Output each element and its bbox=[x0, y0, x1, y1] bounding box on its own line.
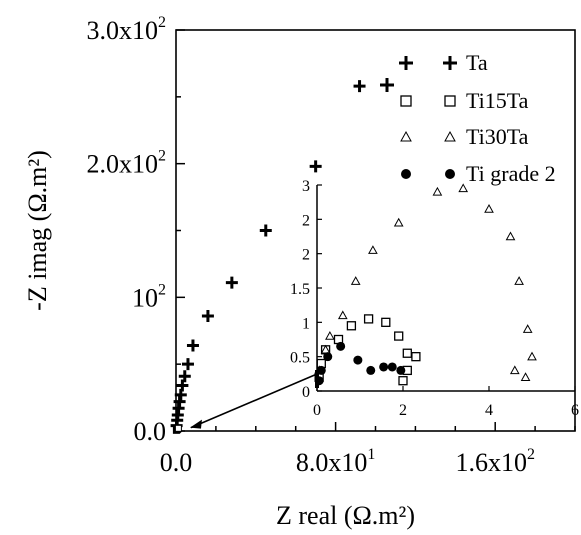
legend-label: Ta bbox=[466, 50, 488, 75]
ta-inset-point bbox=[315, 373, 319, 376]
ta-point bbox=[178, 370, 191, 383]
ta-inset-point bbox=[315, 379, 319, 382]
inset-y-tick-label: 0.5 bbox=[290, 350, 310, 367]
ti15ta-point bbox=[398, 376, 408, 386]
ti15ta-point bbox=[402, 348, 412, 358]
ti-grade-2-point bbox=[336, 341, 346, 351]
ti30ta-point bbox=[505, 231, 516, 241]
ti-grade-2-point bbox=[316, 365, 326, 375]
ta-point bbox=[259, 224, 272, 237]
ti-grade-2-point bbox=[353, 355, 363, 365]
inset-x-tick-label: 6 bbox=[571, 402, 579, 419]
ti30ta-point bbox=[350, 276, 361, 285]
inset-x-tick-label: 0 bbox=[313, 402, 321, 419]
ti15ta-point bbox=[363, 314, 374, 324]
ti-grade-2-point bbox=[366, 365, 376, 375]
x-axis-title: Z real (Ω.m²) bbox=[276, 501, 415, 530]
ti30ta-point bbox=[432, 186, 443, 196]
x-tick-label: 1.6x102 bbox=[455, 446, 535, 477]
legend-marker bbox=[443, 56, 457, 70]
legend: Ta Ti15Ta Ti30Ta Ti grade 2 bbox=[380, 50, 556, 186]
x-tick-label: 0.0 bbox=[160, 448, 193, 477]
ti-grade-2-point bbox=[379, 362, 389, 372]
ti15ta-point bbox=[394, 331, 404, 341]
ta-point bbox=[309, 160, 322, 173]
ta-point bbox=[201, 310, 214, 323]
inset-y-tick-label: 2 bbox=[302, 247, 310, 264]
inset-y-tick-label: 1.5 bbox=[290, 281, 310, 298]
legend-marker bbox=[401, 169, 411, 179]
ti15ta-point bbox=[381, 317, 391, 327]
ta-inset-point bbox=[315, 376, 319, 379]
legend-marker bbox=[399, 56, 413, 70]
axis-titles: Z real (Ω.m²) -Z imag (Ω.m²) bbox=[23, 150, 415, 530]
ta-point bbox=[181, 358, 194, 371]
y-tick-label: 0.0 bbox=[134, 417, 167, 446]
ti30ta-point bbox=[520, 372, 531, 381]
zoom-pointer-line bbox=[190, 373, 318, 429]
legend-label: Ti grade 2 bbox=[466, 161, 556, 186]
y-tick-label: 3.0x102 bbox=[87, 14, 167, 45]
legend-marker bbox=[444, 95, 456, 107]
ta-point bbox=[176, 379, 189, 392]
inset-x-tick-label: 2 bbox=[399, 402, 407, 419]
legend-marker bbox=[400, 95, 412, 107]
ta-point bbox=[380, 78, 394, 92]
ti-grade-2-point bbox=[323, 352, 333, 362]
ti30ta-point bbox=[509, 365, 520, 375]
ta-inset-point bbox=[315, 385, 319, 388]
x-tick-label: 8.0x101 bbox=[296, 446, 376, 477]
legend-marker bbox=[445, 169, 455, 179]
ta-point bbox=[353, 80, 366, 93]
inset-x-tick-label: 4 bbox=[485, 402, 493, 419]
y-tick-label: 2.0x102 bbox=[87, 148, 167, 179]
ti30ta-point bbox=[527, 351, 537, 361]
ti15ta-point bbox=[346, 321, 357, 331]
ti30ta-point bbox=[484, 204, 494, 213]
ti30ta-point bbox=[458, 183, 469, 193]
legend-label: Ti15Ta bbox=[466, 88, 529, 113]
inset-y-tick-label: 1 bbox=[302, 315, 310, 332]
inset-y-tick-label: 2 bbox=[302, 212, 310, 229]
ti30ta-point bbox=[337, 310, 348, 320]
y-axis-title: -Z imag (Ω.m²) bbox=[23, 150, 52, 311]
ta-inset-point bbox=[315, 370, 319, 373]
zoom-pointer-arrowhead bbox=[189, 419, 202, 429]
ti15ta-point bbox=[411, 352, 421, 362]
ta-inset-point bbox=[315, 382, 319, 385]
ti30ta-point bbox=[393, 217, 404, 227]
ta-point bbox=[225, 276, 238, 289]
legend-marker bbox=[444, 130, 456, 142]
ta-point bbox=[174, 388, 187, 401]
ti-grade-2-point bbox=[387, 362, 397, 372]
inset-plot-area: 0 0.5 1 1.5 2 2 3 0 2 4 6 bbox=[290, 178, 579, 419]
ti30ta-point bbox=[514, 276, 524, 285]
ti15ta-origin-point bbox=[174, 424, 182, 432]
ti-grade-2-point bbox=[396, 365, 406, 375]
legend-label: Ti30Ta bbox=[466, 124, 529, 149]
inset-y-tick-label: 0 bbox=[302, 384, 310, 401]
ti30ta-point bbox=[368, 245, 378, 254]
ta-point bbox=[186, 339, 199, 352]
y-tick-label: 102 bbox=[132, 281, 166, 312]
ti30ta-point bbox=[522, 324, 533, 333]
inset-y-tick-label: 3 bbox=[302, 178, 310, 195]
ti30ta-point bbox=[325, 331, 335, 340]
legend-marker bbox=[400, 130, 412, 142]
